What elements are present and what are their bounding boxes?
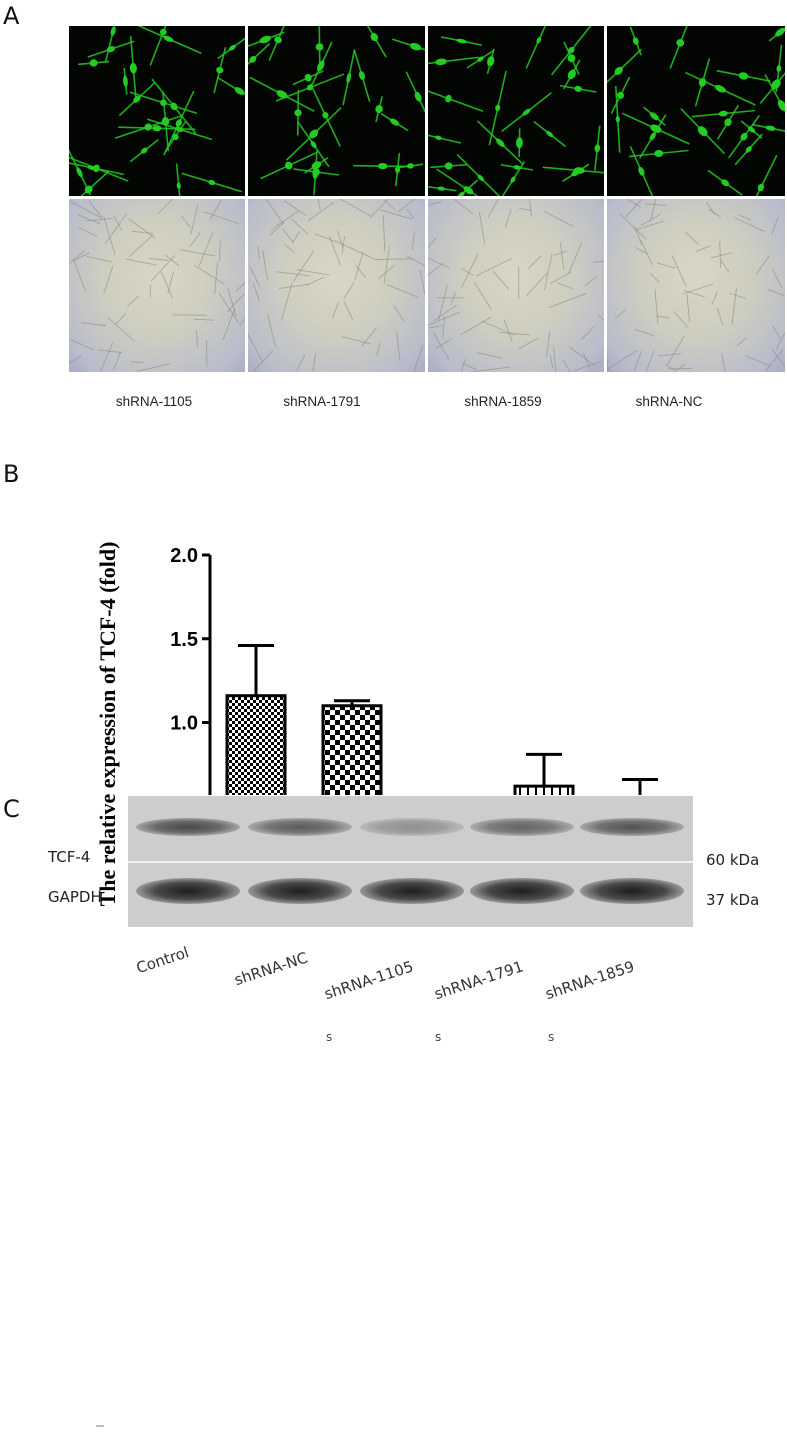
tcf4-band (580, 818, 684, 836)
brightfield-image-1 (69, 199, 245, 372)
western-blot (128, 796, 693, 927)
tcf4-band (136, 818, 240, 836)
brightfield-image-3 (428, 199, 604, 372)
tcf4-band (470, 818, 574, 836)
blot-separator (128, 861, 693, 863)
brightfield-image-4 (607, 199, 785, 372)
gapdh-band (580, 878, 684, 904)
y-tick-label: 2.0 (170, 545, 198, 567)
stray-mark (96, 1425, 104, 1427)
panel-letter-b: B (3, 460, 20, 488)
bar-chart: 0.00.51.01.52.0controlshRNA-NCshRNA-1105… (170, 545, 658, 795)
blot-lane-label-shrna-1105: shRNA-1105 (322, 957, 416, 1004)
fluorescence-image-1 (69, 26, 245, 196)
y-tick-label: 1.0 (170, 713, 198, 735)
tcf4-band (360, 818, 464, 836)
blot-row-label-tcf4: TCF-4 (48, 848, 91, 866)
gapdh-band (360, 878, 464, 904)
text-fragment-2: s (435, 1030, 442, 1044)
fluorescence-image-4 (607, 26, 785, 196)
fluorescence-image-3 (428, 26, 604, 196)
bar (225, 694, 287, 795)
panel-a-label-3: shRNA-1859 (464, 394, 542, 409)
gapdh-band (248, 878, 352, 904)
text-fragment-3: s (548, 1030, 555, 1044)
blot-lane-label-control: Control (134, 943, 192, 978)
blot-row-label-gapdh: GAPDH (48, 888, 102, 906)
brightfield-image-2 (248, 199, 425, 372)
panel-a-label-2: shRNA-1791 (283, 394, 361, 409)
text-fragment-1: s (326, 1030, 333, 1044)
blot-lane-label-shrna-1791: shRNA-1791 (432, 957, 526, 1004)
bar (321, 704, 383, 795)
gapdh-band (470, 878, 574, 904)
microscopy-grid (69, 26, 785, 372)
bar (513, 784, 575, 795)
panel-letter-c: C (3, 795, 20, 823)
panel-a-label-1: shRNA-1105 (115, 394, 193, 409)
tcf4-band (248, 818, 352, 836)
panel-letter-a: A (3, 2, 20, 30)
blot-lane-label-shrna-nc: shRNA-NC (232, 948, 310, 990)
fluorescence-image-2 (248, 26, 425, 196)
gapdh-band (136, 878, 240, 904)
y-tick-label: 1.5 (170, 629, 198, 651)
panel-a-label-4: shRNA-NC (635, 394, 703, 409)
blot-kda-tcf4: 60 kDa (706, 851, 760, 869)
blot-kda-gapdh: 37 kDa (706, 891, 760, 909)
blot-lane-label-shrna-1859: shRNA-1859 (543, 957, 637, 1004)
